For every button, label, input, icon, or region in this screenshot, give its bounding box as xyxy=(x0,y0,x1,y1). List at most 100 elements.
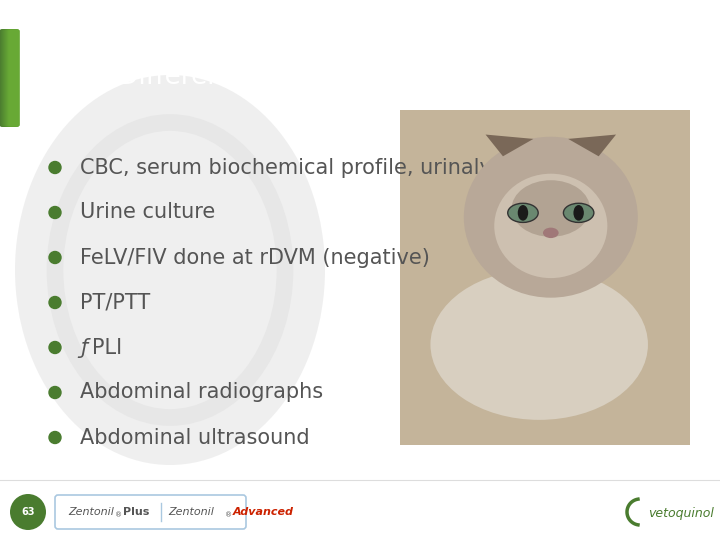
Text: Plus: Plus xyxy=(123,507,149,517)
Bar xyxy=(1,30,11,125)
Ellipse shape xyxy=(564,203,594,222)
Bar xyxy=(6,30,15,125)
Text: PLI: PLI xyxy=(92,338,122,357)
Ellipse shape xyxy=(431,269,648,420)
Bar xyxy=(9,30,18,125)
Bar xyxy=(6,30,15,125)
Bar xyxy=(2,30,12,125)
Text: Zentonil: Zentonil xyxy=(168,507,214,517)
Bar xyxy=(4,30,14,125)
Bar xyxy=(8,30,17,125)
Text: ®: ® xyxy=(225,512,232,518)
Bar xyxy=(6,30,16,125)
Bar xyxy=(6,30,16,125)
Bar xyxy=(4,30,13,125)
Bar xyxy=(6,30,15,125)
Bar xyxy=(8,30,17,125)
Text: Abdominal radiographs: Abdominal radiographs xyxy=(80,382,323,402)
Circle shape xyxy=(49,387,61,399)
Bar xyxy=(6,30,15,125)
Bar xyxy=(0,30,10,125)
Text: Urine culture: Urine culture xyxy=(80,202,215,222)
Bar xyxy=(3,30,12,125)
Text: Zentonil: Zentonil xyxy=(68,507,114,517)
Bar xyxy=(4,30,14,125)
Circle shape xyxy=(49,341,61,354)
Bar xyxy=(4,30,14,125)
Bar xyxy=(7,30,17,125)
Text: ƒ: ƒ xyxy=(80,338,87,357)
Bar xyxy=(1,30,11,125)
Bar xyxy=(1,30,12,125)
Circle shape xyxy=(49,252,61,264)
Ellipse shape xyxy=(494,174,608,278)
Text: vetoquinol: vetoquinol xyxy=(648,508,714,521)
Ellipse shape xyxy=(543,228,559,238)
Bar xyxy=(4,30,14,125)
Bar xyxy=(2,30,12,125)
Bar xyxy=(6,30,15,125)
Bar xyxy=(6,30,16,125)
Bar xyxy=(2,30,12,125)
Bar xyxy=(0,30,10,125)
Bar xyxy=(4,30,13,125)
Bar xyxy=(3,30,13,125)
FancyBboxPatch shape xyxy=(55,495,246,529)
Bar xyxy=(1,30,11,125)
Text: CBC, serum biochemical profile, urinalysis: CBC, serum biochemical profile, urinalys… xyxy=(80,158,520,178)
Bar xyxy=(6,30,16,125)
Bar xyxy=(6,30,16,125)
Bar xyxy=(1,30,10,125)
Bar xyxy=(7,30,17,125)
Bar xyxy=(4,30,13,125)
Bar xyxy=(7,30,17,125)
Ellipse shape xyxy=(512,180,590,237)
Bar xyxy=(4,30,14,125)
Bar xyxy=(5,30,14,125)
Bar xyxy=(9,30,18,125)
Text: 63: 63 xyxy=(22,507,35,517)
Bar xyxy=(5,30,14,125)
Bar xyxy=(1,30,10,125)
Bar xyxy=(1,30,10,125)
Ellipse shape xyxy=(508,203,538,222)
Text: ®: ® xyxy=(115,512,122,518)
Bar xyxy=(8,30,17,125)
Bar xyxy=(4,30,14,125)
Circle shape xyxy=(49,161,61,173)
Bar xyxy=(7,30,17,125)
Text: FeLV/FIV done at rDVM (negative): FeLV/FIV done at rDVM (negative) xyxy=(80,247,430,267)
Bar xyxy=(3,30,12,125)
Bar xyxy=(3,30,12,125)
Bar xyxy=(6,30,17,125)
Bar xyxy=(1,30,11,125)
Bar xyxy=(2,30,12,125)
Circle shape xyxy=(49,206,61,219)
Bar xyxy=(8,30,18,125)
Bar xyxy=(3,30,12,125)
Ellipse shape xyxy=(15,75,325,465)
Text: PT/PTT: PT/PTT xyxy=(80,293,150,313)
Bar xyxy=(9,30,18,125)
Bar xyxy=(9,30,18,125)
Bar xyxy=(1,30,11,125)
Bar xyxy=(3,30,12,125)
Bar xyxy=(6,30,16,125)
Ellipse shape xyxy=(464,137,638,298)
Bar xyxy=(5,30,14,125)
Bar xyxy=(6,30,15,125)
Bar xyxy=(2,30,12,125)
Bar xyxy=(9,30,18,125)
Ellipse shape xyxy=(518,205,528,221)
Bar xyxy=(7,30,17,125)
Bar xyxy=(5,30,15,125)
Bar xyxy=(0,30,9,125)
Polygon shape xyxy=(485,134,534,156)
Bar xyxy=(5,30,14,125)
Circle shape xyxy=(49,296,61,308)
Bar xyxy=(7,30,17,125)
Bar xyxy=(2,30,12,125)
Bar xyxy=(1,30,10,125)
Bar xyxy=(7,30,17,125)
Circle shape xyxy=(49,431,61,443)
